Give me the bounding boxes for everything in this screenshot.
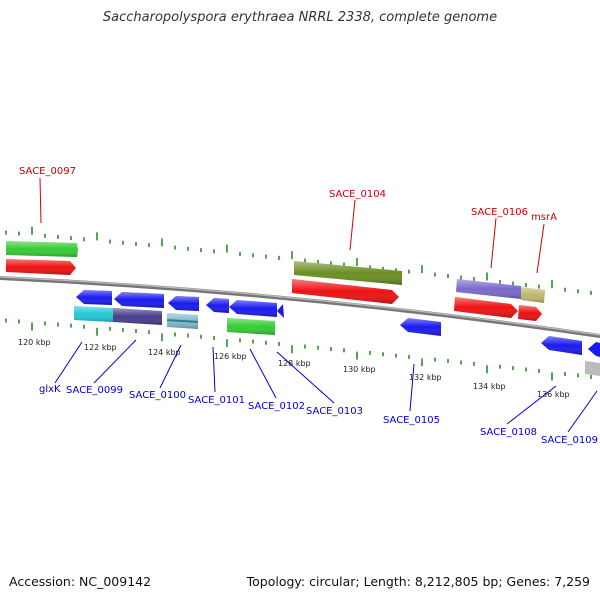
scale-labels: 120 kbp 122 kbp 124 kbp 126 kbp 128 kbp …	[18, 338, 570, 399]
forward-tick-row	[5, 226, 592, 295]
gene-glxK-cyan[interactable]	[74, 306, 113, 322]
gene-SACE_0100-blue[interactable]	[168, 296, 199, 311]
gene-gray-partial[interactable]	[585, 361, 600, 376]
gene-SACE_0099-indigo[interactable]	[113, 308, 162, 325]
gene-glxK-blue[interactable]	[76, 290, 112, 305]
reverse-gene-labels: glxK SACE_0099 SACE_0100 SACE_0101 SACE_…	[39, 339, 598, 446]
gene-label-rev[interactable]: SACE_0100	[129, 390, 186, 401]
gene-SACE_0105-blue[interactable]	[400, 318, 441, 336]
scale-label: 132 kbp	[409, 373, 442, 382]
topology-text: Topology: circular; Length: 8,212,805 bp…	[246, 574, 590, 589]
gene-SACE_0099-blue[interactable]	[114, 292, 164, 308]
scale-label: 124 kbp	[148, 348, 181, 357]
genome-backbone	[0, 276, 600, 338]
scale-label: 134 kbp	[473, 382, 506, 391]
reverse-genes	[74, 290, 600, 376]
accession-text: Accession: NC_009142	[9, 574, 152, 589]
gene-label-rev[interactable]: SACE_0099	[66, 385, 123, 396]
gene-label-fwd[interactable]: msrA	[531, 212, 557, 223]
scale-label: 130 kbp	[343, 365, 376, 374]
gene-label-rev[interactable]: SACE_0108	[480, 427, 537, 438]
forward-genes	[6, 241, 545, 321]
map-title: Saccharopolyspora erythraea NRRL 2338, c…	[102, 10, 498, 25]
scale-label: 136 kbp	[537, 390, 570, 399]
scale-label: 122 kbp	[84, 343, 117, 352]
gene-SACE_0108-blue[interactable]	[541, 336, 582, 355]
gene-label-fwd[interactable]: SACE_0106	[471, 207, 528, 218]
gene-label-rev[interactable]: SACE_0101	[188, 395, 245, 406]
gene-SACE_0106-violet[interactable]	[456, 279, 521, 299]
gene-SACE_0109-blue[interactable]	[588, 342, 600, 357]
gene-SACE_0097[interactable]	[6, 259, 76, 275]
forward-gene-labels: SACE_0097 SACE_0104 SACE_0106 msrA	[19, 166, 557, 274]
scale-label: 128 kbp	[278, 359, 311, 368]
gene-green-fwd[interactable]	[6, 241, 78, 257]
gene-SACE_0104[interactable]	[292, 279, 399, 304]
gene-label-rev[interactable]: SACE_0105	[383, 415, 440, 426]
reverse-tick-row	[5, 318, 592, 381]
gene-SACE_0103-blue[interactable]	[277, 304, 284, 318]
gene-label-rev[interactable]: SACE_0102	[248, 401, 305, 412]
gene-SACE_0106[interactable]	[454, 297, 518, 318]
gene-SACE_0104-olive[interactable]	[294, 261, 402, 285]
gene-msrA[interactable]	[518, 305, 542, 321]
scale-label: 120 kbp	[18, 338, 51, 347]
gene-label-rev[interactable]: glxK	[39, 384, 61, 395]
gene-SACE_0102-green[interactable]	[227, 318, 275, 335]
gene-label-rev[interactable]: SACE_0109	[541, 435, 598, 446]
scale-label: 126 kbp	[214, 352, 247, 361]
gene-SACE_0102-blue[interactable]	[229, 300, 277, 317]
gene-label-fwd[interactable]: SACE_0097	[19, 166, 76, 177]
gene-SACE_0101-blue[interactable]	[206, 298, 229, 313]
gene-msrA-khaki[interactable]	[521, 287, 545, 303]
gene-SACE_0100-striped[interactable]	[166, 313, 199, 329]
gene-label-fwd[interactable]: SACE_0104	[329, 189, 386, 200]
gene-label-rev[interactable]: SACE_0103	[306, 406, 363, 417]
